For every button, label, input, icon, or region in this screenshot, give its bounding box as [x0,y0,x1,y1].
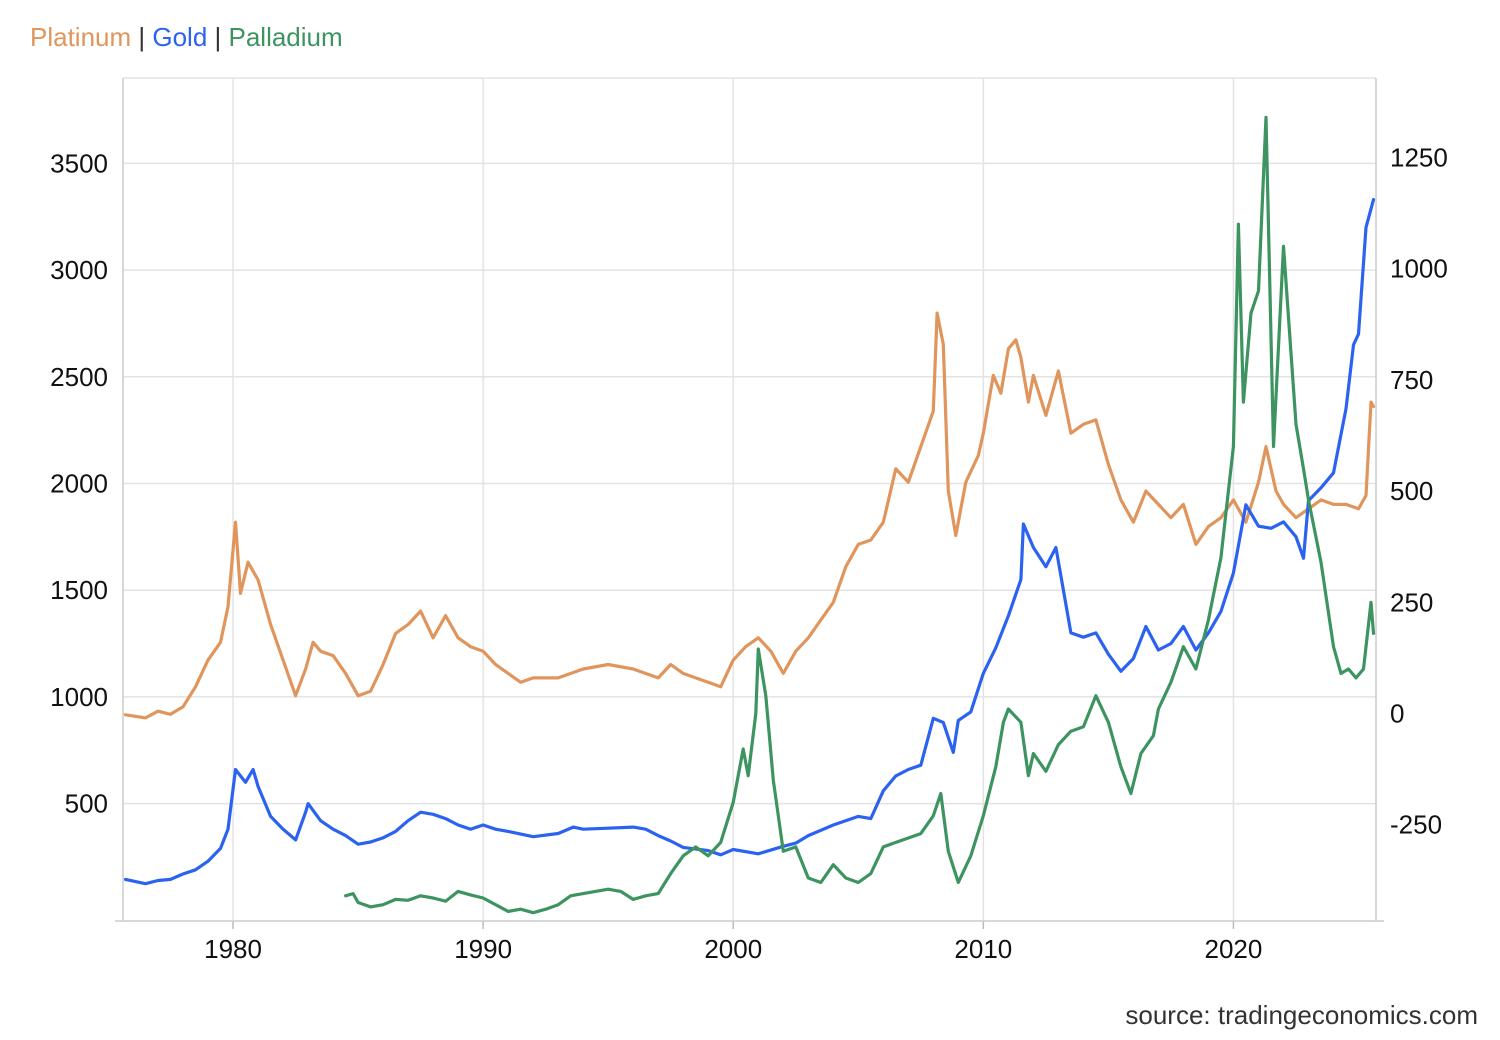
palladium-series-line [344,115,1376,915]
x-tick-label: 2000 [704,934,762,964]
gold-series-line [123,198,1376,886]
y-left-tick-label: 1500 [50,575,108,605]
chart-title-legend: Platinum | Gold | Palladium [30,22,343,53]
y-right-tick-label: -250 [1390,810,1442,840]
x-tick-label: 1990 [454,934,512,964]
y-right-tick-label: 0 [1390,698,1404,728]
y-left-tick-label: 2000 [50,468,108,498]
y-left-tick-label: 500 [65,789,108,819]
source-note: source: tradingeconomics.com [1125,1000,1478,1030]
legend-gold: Gold [152,22,208,52]
y-right-tick-label: 250 [1390,587,1433,617]
x-tick-label: 2020 [1205,934,1263,964]
x-tick-label: 1980 [204,934,262,964]
legend-palladium: Palladium [228,22,343,52]
series-lines [123,115,1376,915]
grid-lines [123,77,1376,921]
y-right-tick-label: 750 [1390,365,1433,395]
y-left-tick-label: 3000 [50,255,108,285]
y-right-tick-label: 1250 [1390,142,1448,172]
y-right-tick-label: 500 [1390,476,1433,506]
platinum-series-line [123,311,1376,720]
y-right-tick-label: 1000 [1390,254,1448,284]
y-left-tick-label: 2500 [50,362,108,392]
x-tick-label: 2010 [954,934,1012,964]
legend-platinum: Platinum [30,22,132,52]
legend-separator: | [207,22,229,52]
y-left-tick-label: 3500 [50,148,108,178]
y-left-tick-label: 1000 [50,682,108,712]
legend-separator: | [131,22,153,52]
axes [115,78,1384,929]
